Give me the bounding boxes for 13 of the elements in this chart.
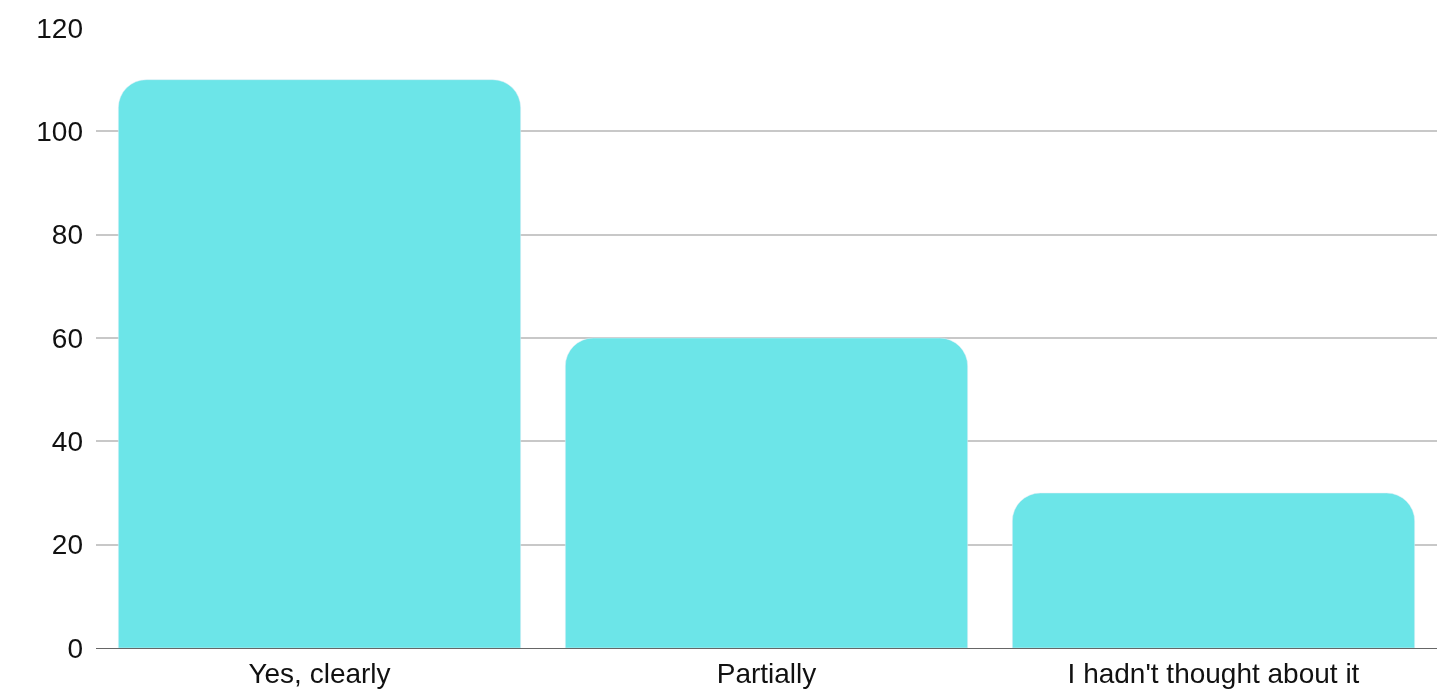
y-tick-label: 120 [36,12,83,44]
y-tick-label: 0 [67,632,83,664]
y-tick-label: 100 [36,116,83,148]
x-tick-label: I hadn't thought about it [1067,657,1360,689]
y-tick-label: 60 [51,322,83,354]
y-tick-label: 40 [51,426,83,458]
bar [565,337,968,648]
bar [1012,492,1415,648]
x-tick-label: Partially [716,657,817,689]
bar [118,79,521,648]
y-tick-label: 80 [51,219,83,251]
x-tick-label: Yes, clearly [248,657,391,689]
y-tick-label: 20 [51,529,83,561]
